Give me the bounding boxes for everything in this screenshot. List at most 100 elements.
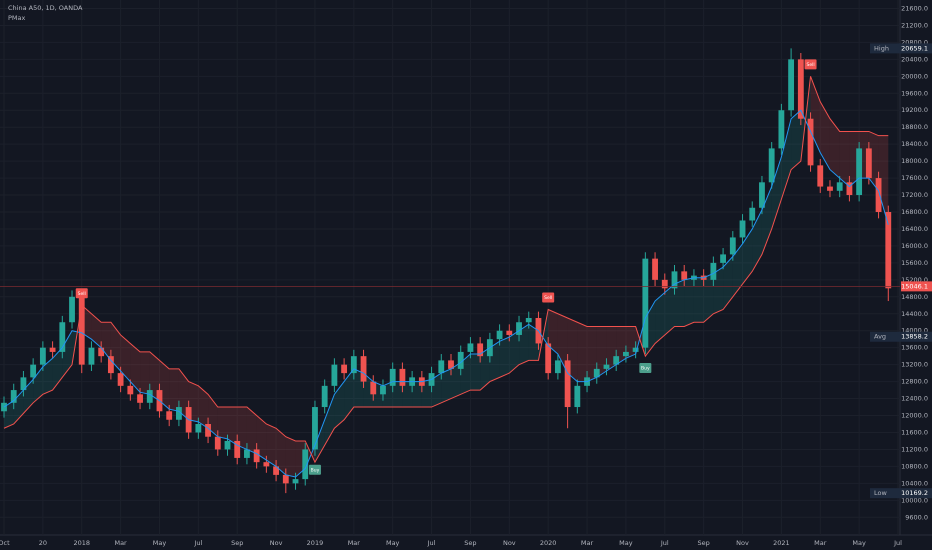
price-label-box xyxy=(870,488,932,499)
x-tick-label: Jul xyxy=(193,539,202,547)
trend-fill xyxy=(246,407,257,454)
candle-body xyxy=(350,356,357,374)
candle-body xyxy=(438,360,445,374)
candle-body xyxy=(807,118,814,166)
candle-body xyxy=(836,182,843,191)
candle-body xyxy=(263,462,270,467)
candle-body xyxy=(681,271,688,280)
trend-fill xyxy=(577,322,588,382)
trend-fill xyxy=(548,309,558,355)
y-tick-label: 18800.0 xyxy=(901,123,928,131)
candle-body xyxy=(525,318,532,323)
candle-body xyxy=(865,148,872,179)
trend-fill xyxy=(198,385,209,429)
price-label-box xyxy=(870,43,932,54)
trend-fill xyxy=(771,156,782,229)
candle-body xyxy=(710,262,717,280)
candle-body xyxy=(146,390,153,403)
candle-body xyxy=(253,449,260,463)
y-tick-label: 16000.0 xyxy=(901,242,928,250)
y-tick-label: 16400.0 xyxy=(901,225,928,233)
y-tick-label: 13200.0 xyxy=(901,361,928,369)
trend-fill xyxy=(878,135,889,225)
trend-fill xyxy=(761,186,772,255)
candle-body xyxy=(506,330,513,335)
trend-fill xyxy=(169,368,179,412)
x-tick-label: Mar xyxy=(814,539,827,547)
trend-fill xyxy=(664,284,675,335)
candle-body xyxy=(545,343,552,374)
candle-body xyxy=(20,377,27,391)
trend-fill xyxy=(470,354,481,391)
candle-body xyxy=(827,186,833,191)
indicator-name: PMax xyxy=(8,14,26,22)
candle-body xyxy=(273,466,280,475)
trend-fill xyxy=(791,110,801,170)
x-tick-label: 20 xyxy=(39,539,47,547)
candle-body xyxy=(127,385,134,395)
trend-fill xyxy=(62,330,73,378)
x-tick-label: Nov xyxy=(270,539,283,547)
x-tick-label: 2021 xyxy=(773,539,790,547)
candle-body xyxy=(846,182,853,196)
trend-fill xyxy=(781,118,792,200)
trend-fill xyxy=(499,337,510,378)
trend-fill xyxy=(314,419,325,463)
trend-fill xyxy=(334,381,345,429)
x-tick-label: Mar xyxy=(581,539,594,547)
candle-body xyxy=(39,347,46,365)
y-tick-label: 21200.0 xyxy=(901,21,928,29)
trend-fill xyxy=(674,279,685,327)
candle-body xyxy=(778,110,785,149)
candle-body xyxy=(768,148,775,183)
candle-body xyxy=(554,360,561,374)
trend-fill xyxy=(684,277,694,327)
candle-body xyxy=(622,351,629,357)
price-label-value: 20659.1 xyxy=(901,44,928,52)
candle-body xyxy=(399,368,406,386)
trend-fill xyxy=(52,347,63,391)
y-tick-label: 15600.0 xyxy=(901,259,928,267)
candle-body xyxy=(360,356,367,382)
candle-body xyxy=(496,330,503,340)
y-tick-label: 12400.0 xyxy=(901,395,928,403)
candle-body xyxy=(214,436,221,450)
trend-fill xyxy=(655,292,665,344)
candle-body xyxy=(312,407,318,450)
candle-body xyxy=(380,385,386,395)
price-label-name: High xyxy=(874,44,889,52)
price-label-value: 13858.2 xyxy=(901,333,928,341)
signal-label: Buy xyxy=(641,366,650,372)
x-tick-label: Jul xyxy=(427,539,436,547)
candle-body xyxy=(661,279,668,289)
y-tick-label: 11200.0 xyxy=(901,445,928,453)
y-tick-label: 19200.0 xyxy=(901,106,928,114)
candle-body xyxy=(671,271,678,289)
trend-fill xyxy=(693,277,704,323)
candle-body xyxy=(448,360,454,369)
trend-fill xyxy=(120,334,131,382)
y-tick-label: 16800.0 xyxy=(901,208,928,216)
x-tick-label: 2019 xyxy=(307,539,324,547)
candle-body xyxy=(593,368,600,378)
candle-body xyxy=(30,364,37,378)
candle-body xyxy=(98,347,105,357)
y-tick-label: 14000.0 xyxy=(901,327,928,335)
candle-body xyxy=(632,347,639,352)
signal-marker xyxy=(804,59,817,70)
candle-body xyxy=(389,368,396,386)
x-tick-label: May xyxy=(386,539,400,547)
x-tick-label: Sep xyxy=(698,539,710,547)
trend-fill xyxy=(217,407,228,439)
candle-body xyxy=(78,296,85,365)
candle-body xyxy=(321,385,328,408)
price-label-name: Low xyxy=(874,489,887,497)
trend-fill xyxy=(130,343,141,393)
y-tick-label: 20000.0 xyxy=(901,72,928,80)
candle-body xyxy=(10,390,17,403)
candle-body xyxy=(117,373,124,386)
candle-body xyxy=(516,322,522,335)
y-tick-label: 14800.0 xyxy=(901,293,928,301)
candle-body xyxy=(788,59,795,111)
y-tick-label: 11600.0 xyxy=(901,428,928,436)
